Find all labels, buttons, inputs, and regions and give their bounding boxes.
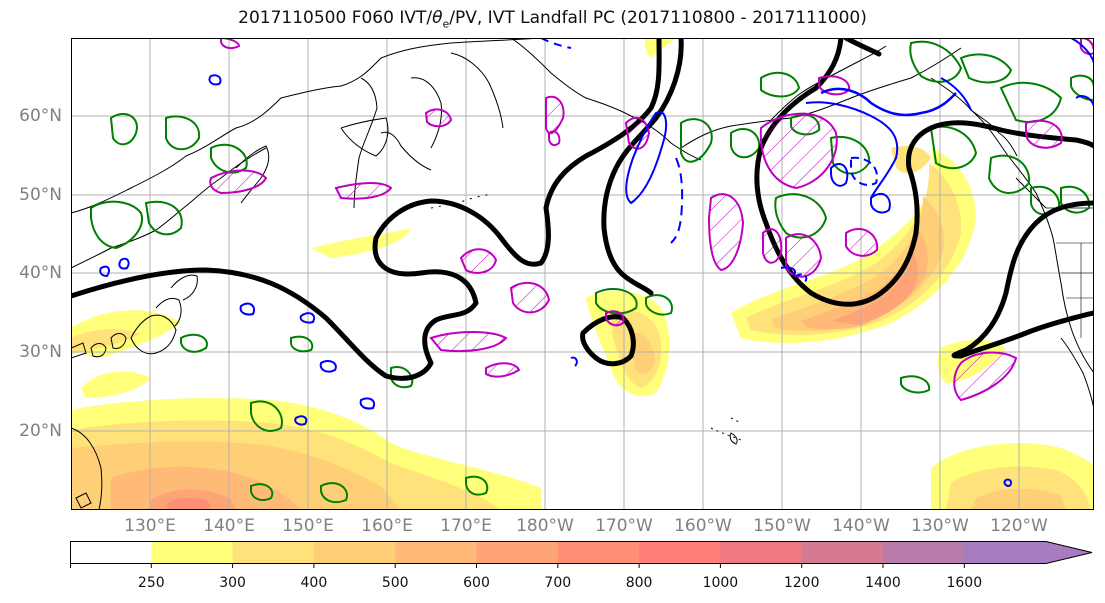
colorbar-segment [151, 541, 234, 564]
colorbar-tick-label: 1200 [783, 575, 820, 591]
colorbar-tick-label: 250 [137, 575, 165, 591]
coastlines [71, 38, 1094, 510]
ivt-pc-positive-contours [209, 38, 1094, 402]
pv-contours [90, 40, 1094, 504]
colorbar-segment [557, 541, 640, 564]
colorbar-segment [801, 541, 884, 564]
lon-label-130w: 130°W [911, 516, 969, 536]
map-panel[interactable] [71, 38, 1094, 510]
lon-label-140w: 140°W [832, 516, 890, 536]
lat-label-60n: 60°N [19, 106, 62, 126]
colorbar-tick-label: 300 [219, 575, 246, 591]
lon-label-160w: 160°W [674, 516, 732, 536]
colorbar-tick-label: 500 [381, 575, 409, 591]
lat-label-30n: 30°N [19, 342, 62, 362]
colorbar-segment [883, 541, 965, 564]
colorbar-tick-label: 400 [300, 575, 328, 591]
colorbar-segment [476, 541, 559, 564]
colorbar-segment [720, 541, 803, 564]
lon-label-150w: 150°W [753, 516, 811, 536]
colorbar-segment [70, 541, 152, 564]
lon-label-130e: 130°E [124, 516, 176, 536]
colorbar-tick-label: 1600 [946, 575, 983, 591]
lon-label-120w: 120°W [990, 516, 1048, 536]
lat-label-40n: 40°N [19, 263, 62, 283]
chart-title: 2017110500 F060 IVT/θe/PV, IVT Landfall … [238, 8, 867, 31]
colorbar-segment [964, 541, 1092, 564]
colorbar-tick-label: 600 [463, 575, 490, 591]
lon-label-170e: 170°E [440, 516, 492, 536]
colorbar-tick-label: 1000 [702, 575, 739, 591]
lon-label-180w: 180°W [516, 516, 574, 536]
colorbar-segment [313, 541, 396, 564]
colorbar [70, 541, 1093, 568]
colorbar-segment [395, 541, 477, 564]
ivt-pc-negative-contours [99, 38, 1094, 488]
colorbar-segment [639, 541, 721, 564]
lon-label-170w: 170°W [595, 516, 653, 536]
lon-label-150e: 150°E [282, 516, 334, 536]
colorbar-tick-label: 700 [544, 575, 572, 591]
lat-label-20n: 20°N [19, 421, 62, 441]
lon-label-140e: 140°E [203, 516, 255, 536]
colorbar-segment [232, 541, 315, 564]
lon-label-160e: 160°E [361, 516, 413, 536]
colorbar-tick-label: 1400 [865, 575, 901, 591]
colorbar-tick-label: 800 [625, 575, 653, 591]
map-frame [71, 38, 1094, 510]
lat-label-50n: 50°N [19, 185, 62, 205]
